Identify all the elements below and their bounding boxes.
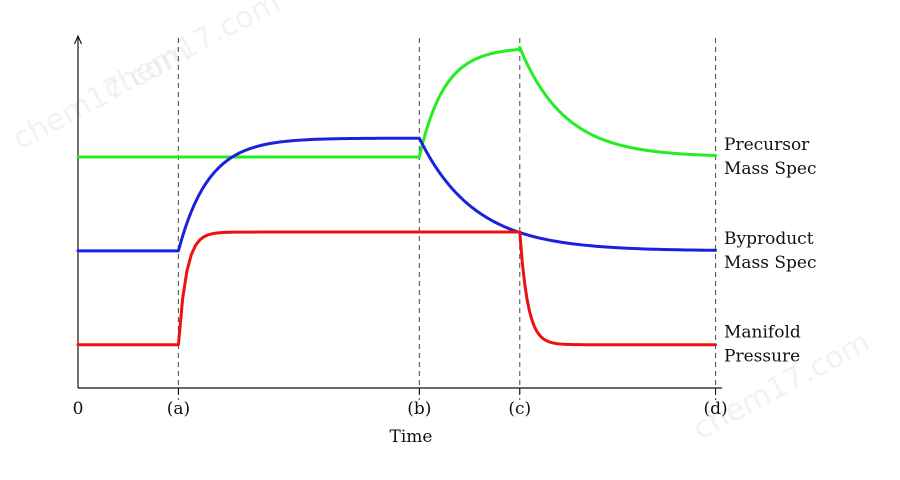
x-tick-label: 0: [73, 399, 84, 419]
series-line-2: [76, 230, 718, 347]
series-line-0: [76, 45, 718, 159]
series-line-1: [76, 136, 718, 253]
x-tick-label: (c): [508, 399, 531, 419]
series-label: Mass Spec: [724, 159, 817, 179]
y-axis-arrow: [73, 34, 83, 45]
series-label: Mass Spec: [724, 253, 817, 273]
series-label: Byproduct: [724, 229, 814, 249]
series-label: Manifold: [724, 323, 801, 343]
series-label: Pressure: [724, 347, 800, 367]
watermark-text: chem17.com: [687, 325, 876, 447]
x-tick-label: (d): [703, 399, 727, 419]
x-tick-label: (b): [407, 399, 431, 419]
x-axis-label: Time: [390, 427, 433, 447]
watermark-text: chem17.com: [7, 35, 196, 157]
series-label: Precursor: [724, 135, 810, 155]
x-tick-label: (a): [167, 399, 190, 419]
